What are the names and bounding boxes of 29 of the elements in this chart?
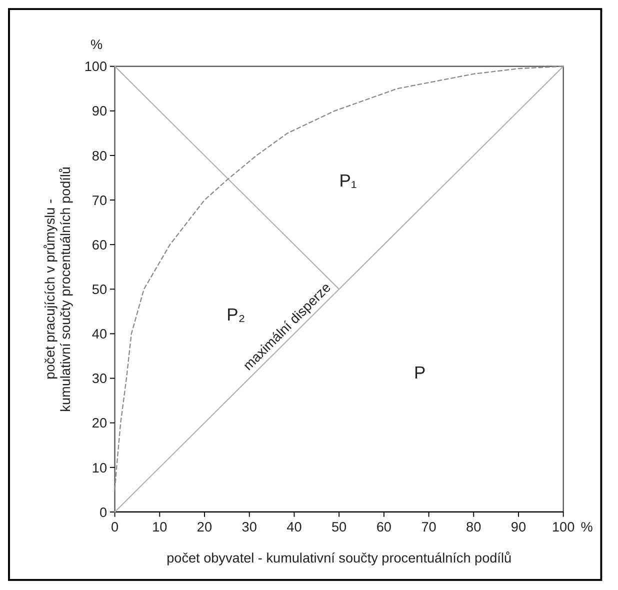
annotation: P₂ [226,304,246,324]
y-tick-label: 70 [92,192,108,208]
y-tick-label: 20 [92,416,108,431]
y-tick-label: 10 [92,460,108,476]
annotation: P [414,362,426,382]
x-tick-label: 100 [552,519,576,534]
annotation: P₁ [339,170,357,191]
y-tick-label: 40 [92,326,108,342]
y-tick-label: 90 [92,104,108,119]
text: % [90,36,103,52]
x-tick-label: 60 [376,519,392,534]
x-tick-label: 40 [286,519,302,534]
x-tick-label: 0 [111,519,120,534]
text: % [580,519,593,534]
y-tick-label: 80 [92,148,108,164]
y-tick-label: 0 [99,504,108,520]
y-tick-label: 60 [92,237,108,252]
y-tick-label: 100 [84,59,108,74]
y-tick-label: 50 [92,282,108,298]
y-axis-title: počet pracujících v průmyslu - kumulativní součty procentuálních podílů [42,166,74,412]
x-tick-label: 70 [421,519,437,534]
x-tick-label: 30 [242,519,258,534]
x-tick-label: 80 [466,519,482,534]
x-tick-label: 50 [332,519,348,534]
x-tick-label: 10 [152,519,168,534]
y-tick-label: 30 [92,371,108,386]
x-tick-label: 90 [510,519,526,534]
x-tick-label: 20 [196,519,212,534]
x-axis-title: počet obyvatel - kumulativní součty procentuálních podílů [166,550,512,566]
